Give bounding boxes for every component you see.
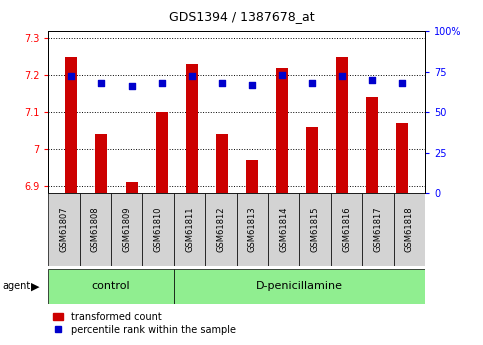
Point (128, 83, 135, 89)
Text: GSM61818: GSM61818 (405, 207, 414, 252)
Bar (174, 193, 205, 266)
Point (308, 80, 316, 86)
Bar (246, 160, 258, 193)
Bar (111, 193, 142, 266)
Text: GDS1394 / 1387678_at: GDS1394 / 1387678_at (169, 10, 314, 23)
Text: GSM61812: GSM61812 (216, 207, 226, 252)
Text: GSM61809: GSM61809 (122, 207, 131, 252)
Point (278, 72, 285, 78)
Bar (215, 134, 227, 193)
Bar (205, 193, 237, 266)
Text: agent: agent (2, 282, 30, 291)
Bar (306, 127, 318, 193)
Text: GSM61807: GSM61807 (59, 207, 69, 252)
Text: GSM61816: GSM61816 (342, 207, 351, 252)
Bar (174, 269, 425, 304)
Text: GSM61817: GSM61817 (373, 207, 383, 252)
Text: GSM61808: GSM61808 (91, 207, 100, 252)
Bar (80, 193, 111, 266)
Point (188, 74, 196, 79)
Text: GSM61810: GSM61810 (154, 207, 163, 252)
Bar (65, 57, 77, 193)
Text: control: control (92, 282, 130, 291)
Bar (142, 193, 174, 266)
Bar (362, 193, 394, 266)
Text: GSM61811: GSM61811 (185, 207, 194, 252)
Bar (156, 112, 168, 193)
Bar (396, 123, 408, 193)
Bar (185, 64, 198, 193)
Point (157, 80, 165, 86)
Point (398, 80, 406, 86)
Point (248, 82, 256, 87)
Bar (394, 193, 425, 266)
Bar (331, 193, 362, 266)
Bar (366, 97, 378, 193)
Point (218, 80, 226, 86)
Text: ▶: ▶ (31, 282, 40, 291)
Bar (126, 182, 138, 193)
Point (338, 74, 346, 79)
Bar (299, 193, 331, 266)
Text: GSM61815: GSM61815 (311, 207, 320, 252)
Bar (336, 57, 348, 193)
Bar (276, 68, 288, 193)
Bar (48, 193, 80, 266)
Bar (237, 193, 268, 266)
Bar (268, 193, 299, 266)
Point (68, 74, 75, 79)
Text: D-penicillamine: D-penicillamine (256, 282, 343, 291)
Point (368, 77, 376, 82)
Bar (48, 269, 174, 304)
Point (98, 80, 105, 86)
Legend: transformed count, percentile rank within the sample: transformed count, percentile rank withi… (53, 312, 236, 335)
Text: GSM61813: GSM61813 (248, 207, 257, 252)
Text: GSM61814: GSM61814 (279, 207, 288, 252)
Bar (96, 134, 108, 193)
